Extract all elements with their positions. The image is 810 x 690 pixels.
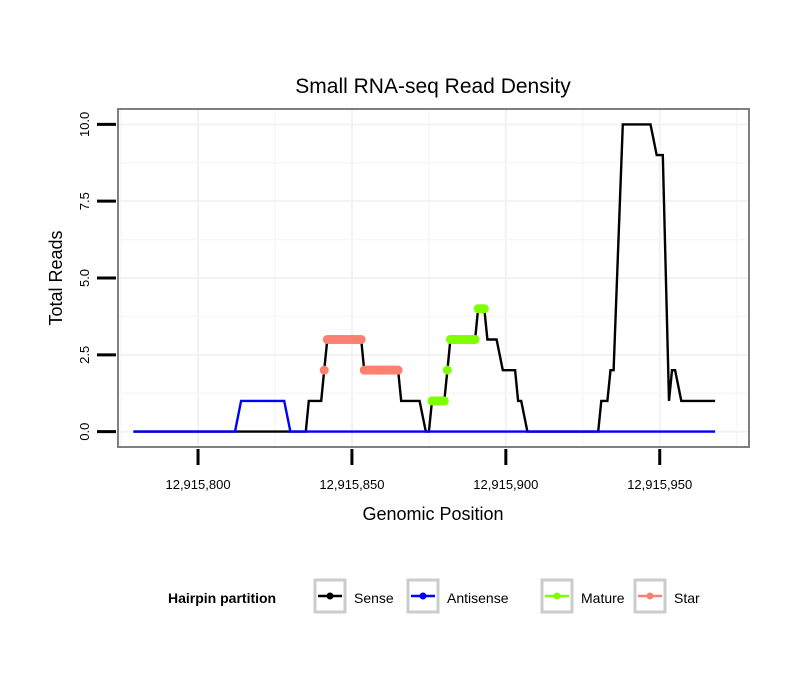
y-tick-label: 10.0 <box>77 112 92 137</box>
legend-key-point <box>646 592 654 600</box>
chart-title: Small RNA-seq Read Density <box>295 75 571 98</box>
data-point <box>470 334 480 344</box>
legend-key-point <box>326 592 334 600</box>
data-point <box>439 396 449 406</box>
legend-item-sense: Sense <box>313 578 394 614</box>
x-tick-label: 12,915,800 <box>165 477 230 492</box>
y-axis: 0.0 2.5 5.0 7.5 10.0 <box>77 112 116 441</box>
legend-label: Mature <box>581 590 625 606</box>
y-tick-label: 7.5 <box>77 192 92 210</box>
data-point <box>319 365 329 375</box>
legend-label: Sense <box>354 590 394 606</box>
y-axis-title: Total Reads <box>46 230 66 325</box>
data-point <box>393 365 403 375</box>
y-tick-label: 0.0 <box>77 423 92 441</box>
y-tick-label: 2.5 <box>77 346 92 364</box>
data-point <box>442 365 452 375</box>
legend-label: Star <box>674 590 700 606</box>
plot-panel-border <box>117 108 750 448</box>
series-points-mature <box>427 304 489 406</box>
legend-key-point <box>553 592 561 600</box>
x-tick-label: 12,915,950 <box>627 477 692 492</box>
series-line-antisense <box>133 399 716 433</box>
legend-item-star: Star <box>633 578 700 614</box>
series-line-sense <box>133 123 716 433</box>
y-tick-label: 5.0 <box>77 269 92 287</box>
legend-label: Antisense <box>447 590 509 606</box>
x-tick-label: 12,915,900 <box>473 477 538 492</box>
series-layer <box>133 123 716 433</box>
x-axis-title: Genomic Position <box>362 504 503 524</box>
legend-key-point <box>419 592 427 600</box>
legend: Hairpin partition Sense Antisense Mature St… <box>168 578 700 614</box>
x-axis: 12,915,800 12,915,850 12,915,900 12,915,950 <box>165 449 692 492</box>
legend-item-mature: Mature <box>540 578 625 614</box>
data-point <box>356 334 366 344</box>
data-point <box>479 304 489 314</box>
x-tick-label: 12,915,850 <box>319 477 384 492</box>
series-points-star <box>319 334 403 375</box>
legend-item-antisense: Antisense <box>406 578 509 614</box>
legend-title: Hairpin partition <box>168 590 276 606</box>
